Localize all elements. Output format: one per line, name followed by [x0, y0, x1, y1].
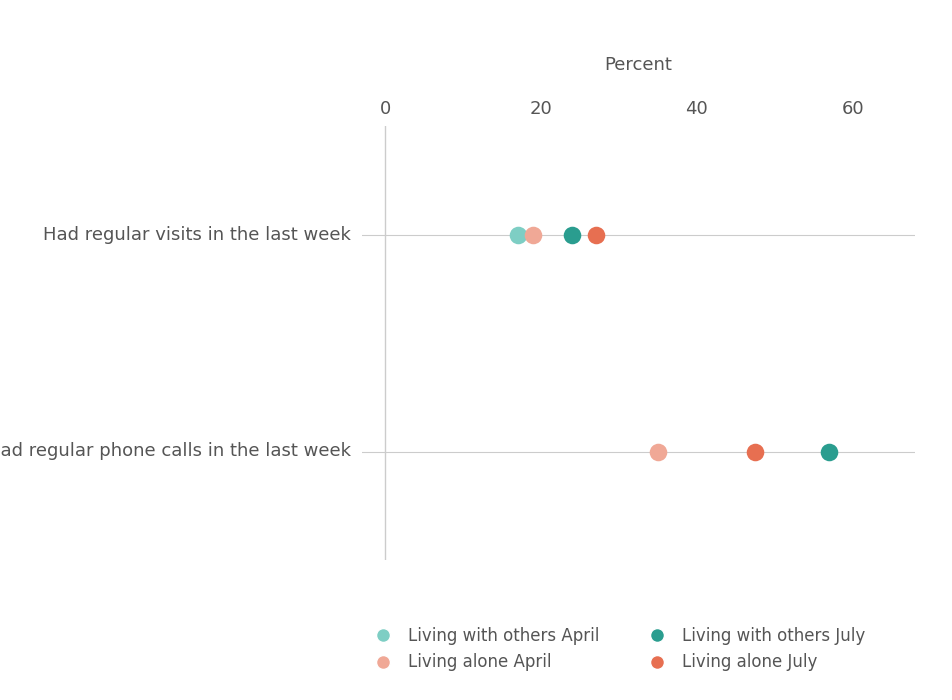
Point — [509, 229, 525, 240]
Point — [526, 229, 541, 240]
Point — [587, 229, 603, 240]
Point — [747, 446, 763, 457]
Point — [649, 446, 664, 457]
Point — [821, 446, 836, 457]
Text: Had regular phone calls in the last week: Had regular phone calls in the last week — [0, 442, 350, 461]
Point — [565, 229, 580, 240]
Text: Percent: Percent — [604, 56, 672, 74]
Legend: Living with others April, Living alone April, Living with others July, Living al: Living with others April, Living alone A… — [359, 620, 871, 678]
Text: Had regular visits in the last week: Had regular visits in the last week — [43, 225, 350, 244]
